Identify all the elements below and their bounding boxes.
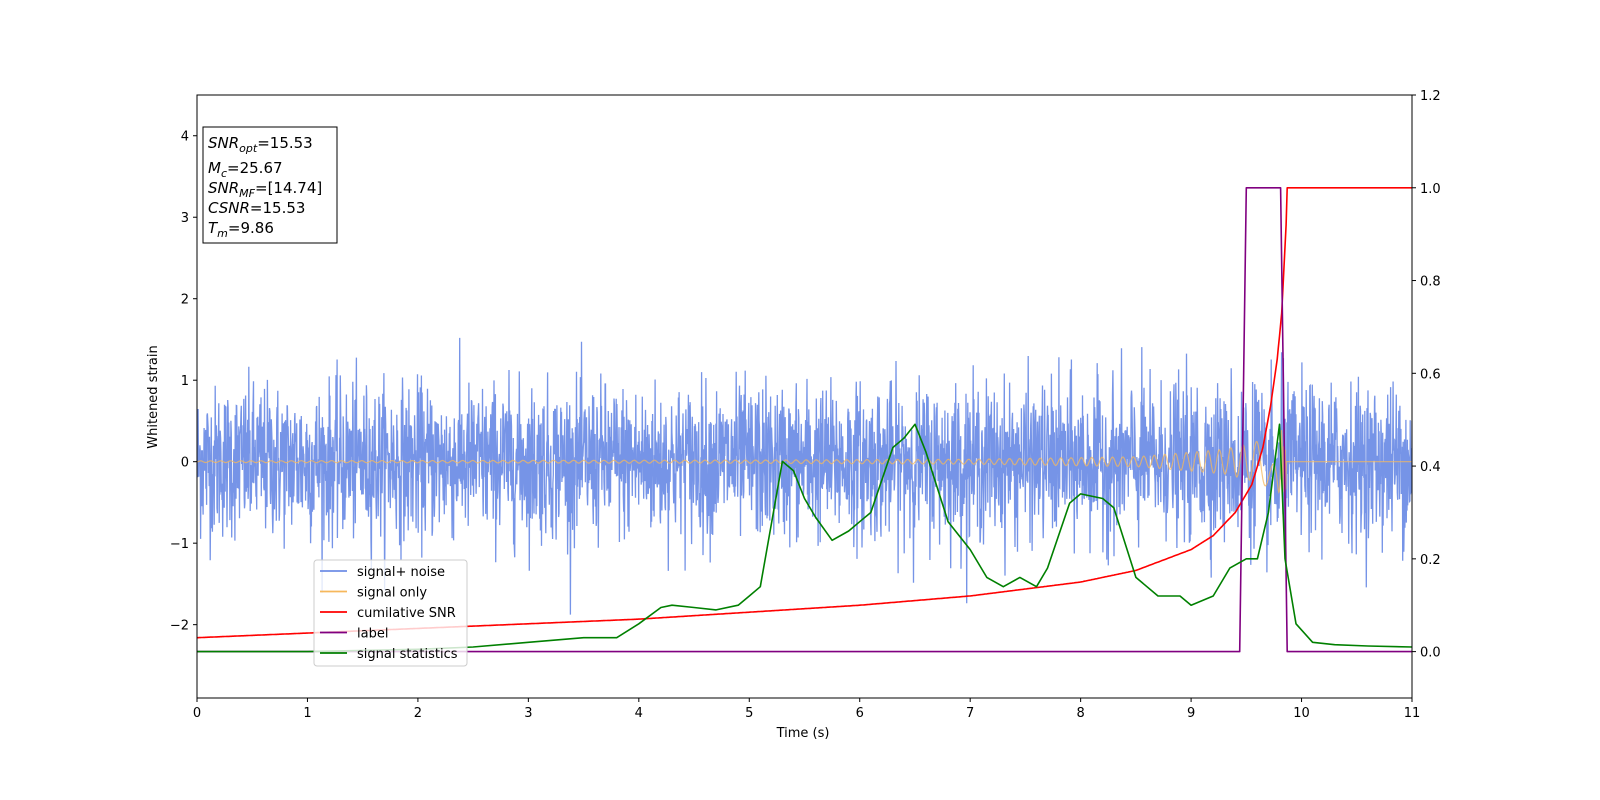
y2-tick-label: 0.4 [1420,460,1441,475]
x-tick-label: 4 [635,706,643,721]
annotation-frame [202,126,338,244]
x-tick-label: 2 [414,706,422,721]
y-tick-label: 0 [181,456,189,471]
annotation-line: SNRopt=15.53 [208,134,313,155]
x-tick-label: 1 [303,706,311,721]
y2-tick-label: 0.8 [1420,275,1441,290]
x-tick-label: 9 [1187,706,1195,721]
x-tick-label: 6 [856,706,864,721]
legend-entry: signal+ noise [357,565,445,580]
stats-annotation-box: SNRopt=15.53 Mc=25.67SNRMF=[14.74]CSNR=15… [202,126,338,244]
series-signal-only [197,430,1412,494]
series-signal-statistics [197,423,1412,653]
legend-entry: signal statistics [357,647,458,662]
y2-tick-label: 0.6 [1420,367,1441,382]
annotation-line: CSNR=15.53 [208,199,305,217]
x-tick-label: 0 [193,706,201,721]
y2-tick-label: 1.2 [1420,89,1441,104]
y-axis-right: 0.0 0.2 0.4 0.6 0.8 1.0 1.2 [1412,89,1441,661]
x-axis-label: Time (s) [776,726,830,741]
x-tick-label: 11 [1404,706,1421,721]
axes-frame [196,94,1413,699]
y2-tick-label: 0.2 [1420,553,1441,568]
annotation-line: Tm=9.86 [208,219,274,240]
x-axis: 0 1 2 3 4 5 6 7 8 9 10 11 [193,698,1420,721]
x-tick-label: 3 [524,706,532,721]
legend-entry: label [357,627,388,642]
x-tick-label: 10 [1293,706,1310,721]
y-tick-label: −1 [170,537,189,552]
legend-entry: signal only [357,586,427,601]
y-tick-label: 1 [181,374,189,389]
y-tick-label: −2 [170,619,189,634]
y-tick-label: 3 [181,211,189,226]
annotation-line: Mc=25.67 [208,159,283,180]
x-tick-label: 7 [966,706,974,721]
y2-tick-label: 0.0 [1420,646,1441,661]
legend: signal+ noise signal only cumilative SNR la… [313,559,468,667]
y-tick-label: 2 [181,293,189,308]
x-tick-label: 5 [745,706,753,721]
y2-tick-label: 1.0 [1420,182,1441,197]
legend-entry: cumilative SNR [357,606,456,621]
y-axis-label: Whitened strain [146,345,161,448]
y-tick-label: 4 [181,130,189,145]
y-axis-left: −2 −1 0 1 2 3 4 [170,130,197,634]
series-signal-noise [197,337,1412,615]
x-tick-label: 8 [1076,706,1084,721]
series-label [197,187,1412,653]
annotation-line: SNRMF=[14.74] [208,179,322,200]
legend-frame [313,559,468,667]
